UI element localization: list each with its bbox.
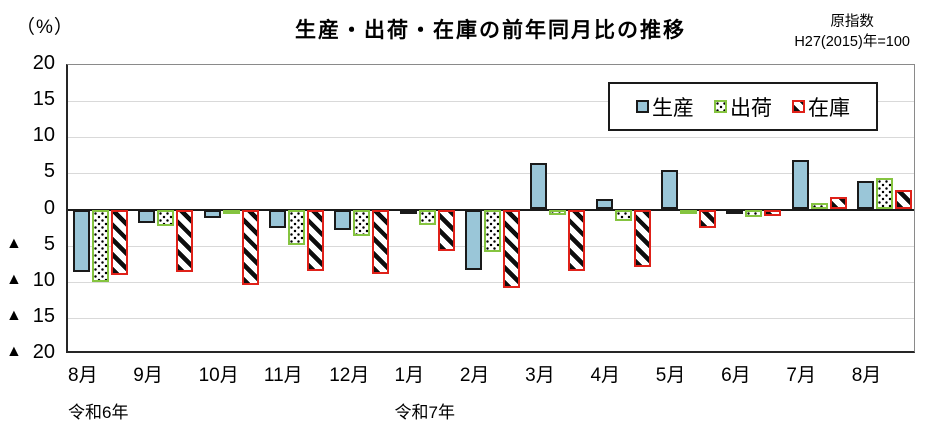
gridline <box>68 281 914 283</box>
x-tick-label: 11月 <box>263 365 303 386</box>
bar-出荷-4月 <box>614 209 632 222</box>
y-tick-value: 10 <box>32 268 55 291</box>
bar-生産-1月 <box>399 209 417 214</box>
negative-triangle-icon: ▲ <box>6 306 22 324</box>
legend-item-出荷: 出荷 <box>714 92 772 122</box>
gridline <box>68 101 914 103</box>
y-tick-label: ▲ 5 <box>4 233 55 257</box>
x-tick-label: 4月 <box>590 365 621 386</box>
y-tick-label: 20 <box>4 52 55 76</box>
bar-生産-9月 <box>138 209 156 224</box>
bar-生産-8月 <box>73 209 91 273</box>
chart-title: 生産・出荷・在庫の前年同月比の推移 <box>295 19 686 42</box>
note-origin-index: 原指数 <box>830 14 874 30</box>
x-tick-label: 8月 <box>68 365 98 386</box>
negative-triangle-icon: ▲ <box>6 343 22 360</box>
legend-marker-dots-icon <box>714 100 727 113</box>
y-tick-label: 5 <box>4 160 55 184</box>
y-tick-value: 0 <box>43 196 55 219</box>
legend-label: 在庫 <box>808 96 850 120</box>
y-tick-label: 0 <box>4 197 55 221</box>
bar-在庫-10月 <box>241 209 259 285</box>
x-tick-label: 10月 <box>198 365 239 386</box>
x-tick-label: 7月 <box>786 365 816 386</box>
x-tick-label: 9月 <box>133 365 163 386</box>
y-tick-value: 15 <box>32 304 55 327</box>
bar-生産-4月 <box>595 199 613 210</box>
bar-生産-3月 <box>530 162 548 210</box>
bar-在庫-8月 <box>894 189 912 210</box>
legend-item-在庫: 在庫 <box>792 92 850 122</box>
legend-marker-stripes-icon <box>792 100 805 113</box>
bar-出荷-8月 <box>875 178 893 210</box>
bar-在庫-5月 <box>698 209 716 229</box>
bar-生産-10月 <box>203 209 221 219</box>
x-tick-label: 2月 <box>459 365 490 386</box>
index-note: 原指数 H27(2015)年=100 <box>794 13 910 52</box>
bar-生産-8月 <box>856 181 874 210</box>
gridline <box>68 137 914 139</box>
x-tick-label: 8月 <box>851 365 882 386</box>
y-tick-label: ▲ 20 <box>4 341 55 365</box>
legend-label: 生産 <box>652 96 694 120</box>
x-tick-label: 1月 <box>394 365 425 386</box>
negative-triangle-icon: ▲ <box>6 234 22 252</box>
bar-生産-2月 <box>465 209 482 271</box>
y-tick-label: 15 <box>4 88 55 112</box>
x-tick-label: 5月 <box>655 365 686 386</box>
bar-生産-12月 <box>334 209 352 230</box>
bar-出荷-3月 <box>549 209 567 216</box>
y-tick-value: 20 <box>32 341 55 363</box>
y-tick-value: 5 <box>43 232 55 255</box>
y-tick-value: 10 <box>32 124 55 147</box>
bar-出荷-9月 <box>157 209 175 227</box>
legend-label: 出荷 <box>730 96 772 120</box>
bar-在庫-11月 <box>307 209 325 271</box>
bar-在庫-1月 <box>437 209 455 252</box>
bar-生産-5月 <box>660 170 678 210</box>
year-label: 令和6年 <box>68 403 129 422</box>
note-base-year: H27(2015)年=100 <box>794 33 910 50</box>
bar-出荷-2月 <box>484 209 501 253</box>
bar-出荷-10月 <box>222 209 240 214</box>
bar-出荷-12月 <box>353 209 371 237</box>
bar-出荷-6月 <box>745 209 763 217</box>
bar-在庫-2月 <box>503 209 520 288</box>
x-tick-label: 12月 <box>329 365 370 386</box>
bar-出荷-5月 <box>679 209 697 214</box>
bar-出荷-8月 <box>92 209 110 283</box>
bar-在庫-3月 <box>568 209 586 271</box>
x-tick-label: 3月 <box>525 365 555 386</box>
legend: 生産 出荷 在庫 <box>608 82 878 131</box>
bar-出荷-1月 <box>418 209 436 226</box>
bar-出荷-7月 <box>810 202 828 210</box>
bar-生産-6月 <box>726 209 744 214</box>
year-label: 令和7年 <box>394 403 455 422</box>
y-tick-label: 10 <box>4 124 55 148</box>
bar-在庫-6月 <box>764 209 782 216</box>
bar-在庫-7月 <box>829 197 847 210</box>
bar-在庫-8月 <box>111 209 129 275</box>
bar-生産-11月 <box>269 209 287 228</box>
bar-生産-7月 <box>791 160 809 210</box>
bar-在庫-12月 <box>372 209 390 274</box>
bar-在庫-9月 <box>176 209 194 273</box>
legend-item-生産: 生産 <box>636 92 694 122</box>
y-tick-label: ▲ 10 <box>4 269 55 293</box>
bar-在庫-4月 <box>633 209 651 267</box>
gridline <box>68 173 914 175</box>
gridline <box>68 317 914 319</box>
y-axis-unit-label: （%） <box>16 17 74 38</box>
negative-triangle-icon: ▲ <box>6 270 22 288</box>
y-tick-value: 20 <box>32 52 55 74</box>
legend-marker-solid-icon <box>636 100 649 113</box>
y-tick-label: ▲ 15 <box>4 305 55 329</box>
bar-出荷-11月 <box>288 209 306 245</box>
y-tick-value: 5 <box>43 160 55 183</box>
x-tick-label: 6月 <box>721 365 751 386</box>
y-tick-value: 15 <box>32 88 55 111</box>
